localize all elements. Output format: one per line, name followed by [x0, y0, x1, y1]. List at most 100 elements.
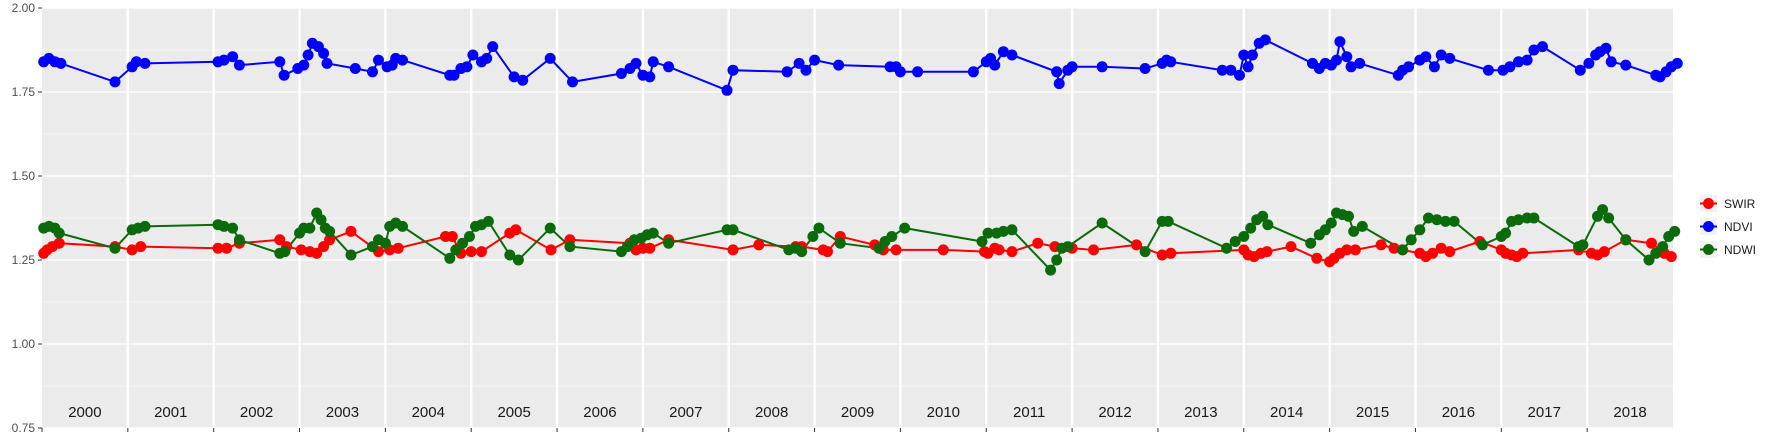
data-point-ndvi — [321, 57, 333, 69]
data-point-ndvi — [615, 68, 627, 79]
x-axis — [41, 428, 1588, 432]
data-point-ndwi — [379, 237, 391, 249]
data-point-swir — [446, 231, 458, 242]
data-point-swir — [345, 225, 357, 237]
data-point-ndvi — [278, 69, 290, 81]
data-point-ndwi — [807, 231, 819, 242]
year-label: 2016 — [1442, 404, 1475, 421]
data-point-ndvi — [467, 49, 479, 61]
data-point-ndwi — [1577, 239, 1589, 251]
data-point-ndvi — [1096, 61, 1108, 73]
data-point-swir — [126, 244, 138, 256]
data-point-ndvi — [644, 71, 656, 83]
y-axis: 0.75 1.00 1.25 1.50 1.75 2.00 — [12, 1, 42, 435]
data-point-swir — [510, 224, 522, 236]
year-label: 2003 — [326, 404, 359, 421]
data-point-ndwi — [482, 215, 494, 227]
data-point-ndvi — [274, 56, 286, 68]
data-point-swir — [1165, 247, 1177, 259]
data-point-swir — [1341, 244, 1353, 256]
data-point-swir — [221, 242, 233, 254]
data-point-ndwi — [1096, 217, 1108, 229]
data-point-ndwi — [1356, 220, 1368, 232]
data-point-ndvi — [894, 66, 906, 78]
year-label: 2018 — [1613, 404, 1646, 421]
data-point-swir — [1131, 239, 1142, 251]
data-point-ndvi — [1341, 51, 1353, 63]
data-point-ndwi — [1062, 241, 1074, 253]
data-point-swir — [545, 244, 557, 256]
data-point-ndwi — [1139, 246, 1151, 258]
data-point-ndvi — [373, 54, 384, 66]
year-label: 2001 — [154, 404, 187, 421]
data-point-ndwi — [647, 227, 659, 239]
data-point-ndvi — [1345, 61, 1357, 73]
data-point-ndvi — [302, 49, 314, 61]
grid — [42, 7, 1673, 429]
data-point-ndwi — [1305, 237, 1317, 249]
data-point-ndwi — [796, 246, 808, 258]
data-point-swir — [1444, 246, 1456, 258]
data-point-ndvi — [397, 54, 408, 66]
data-point-ndwi — [1257, 210, 1269, 222]
data-point-swir — [890, 244, 902, 256]
data-point-ndwi — [564, 241, 576, 253]
data-point-ndwi — [233, 234, 245, 246]
data-point-ndvi — [1216, 64, 1228, 76]
data-point-ndvi — [1435, 49, 1447, 61]
data-point-ndwi — [139, 220, 151, 232]
data-point-swir — [212, 242, 224, 254]
data-point-ndwi — [512, 254, 524, 266]
data-point-ndwi — [450, 244, 462, 256]
data-point-ndvi — [989, 59, 1001, 71]
data-point-ndwi — [1431, 214, 1443, 226]
data-point-ndvi — [448, 69, 460, 81]
data-point-ndwi — [227, 222, 239, 234]
data-point-ndwi — [1476, 239, 1488, 251]
data-point-ndvi — [517, 74, 529, 86]
data-point-ndwi — [457, 237, 469, 249]
data-point-ndwi — [1343, 210, 1354, 222]
data-point-ndvi — [833, 59, 845, 71]
data-point-swir — [465, 246, 477, 258]
data-point-ndvi — [1513, 56, 1524, 68]
data-point-ndvi — [663, 61, 675, 73]
data-point-ndwi — [544, 222, 556, 234]
data-point-ndwi — [1045, 264, 1057, 276]
data-point-ndvi — [997, 46, 1009, 58]
data-point-ndvi — [1242, 61, 1254, 73]
data-point-swir — [1375, 239, 1387, 251]
data-point-ndwi — [1405, 234, 1417, 246]
data-point-ndwi — [663, 237, 675, 249]
year-label: 2009 — [841, 404, 874, 421]
data-point-ndwi — [1448, 215, 1460, 227]
data-point-swir — [311, 247, 323, 259]
data-point-swir — [1349, 244, 1361, 256]
data-point-ndvi — [1671, 57, 1683, 69]
data-point-ndvi — [793, 57, 805, 69]
data-point-ndvi — [233, 59, 245, 71]
data-point-swir — [295, 244, 307, 256]
data-point-ndwi — [324, 225, 336, 237]
data-point-swir — [1032, 237, 1044, 249]
data-point-swir — [1435, 242, 1447, 254]
data-point-ndvi — [1420, 51, 1432, 63]
data-point-ndwi — [1006, 224, 1018, 236]
data-point-ndvi — [109, 76, 121, 88]
data-point-ndvi — [727, 64, 739, 76]
data-point-swir — [1088, 244, 1100, 256]
data-point-ndwi — [727, 224, 739, 236]
data-point-ndwi — [886, 231, 898, 242]
legend-key-point — [1703, 244, 1714, 255]
data-point-swir — [1261, 246, 1273, 258]
data-point-ndvi — [218, 54, 230, 66]
data-point-swir — [1285, 241, 1297, 253]
legend-label-ndvi: NDVI — [1724, 220, 1753, 234]
data-point-ndwi — [1500, 227, 1512, 239]
data-point-ndvi — [1583, 57, 1595, 69]
data-point-ndwi — [621, 241, 633, 253]
data-point-ndvi — [298, 59, 310, 71]
year-label: 2002 — [240, 404, 273, 421]
legend: SWIR NDVI NDWI — [1700, 195, 1756, 258]
